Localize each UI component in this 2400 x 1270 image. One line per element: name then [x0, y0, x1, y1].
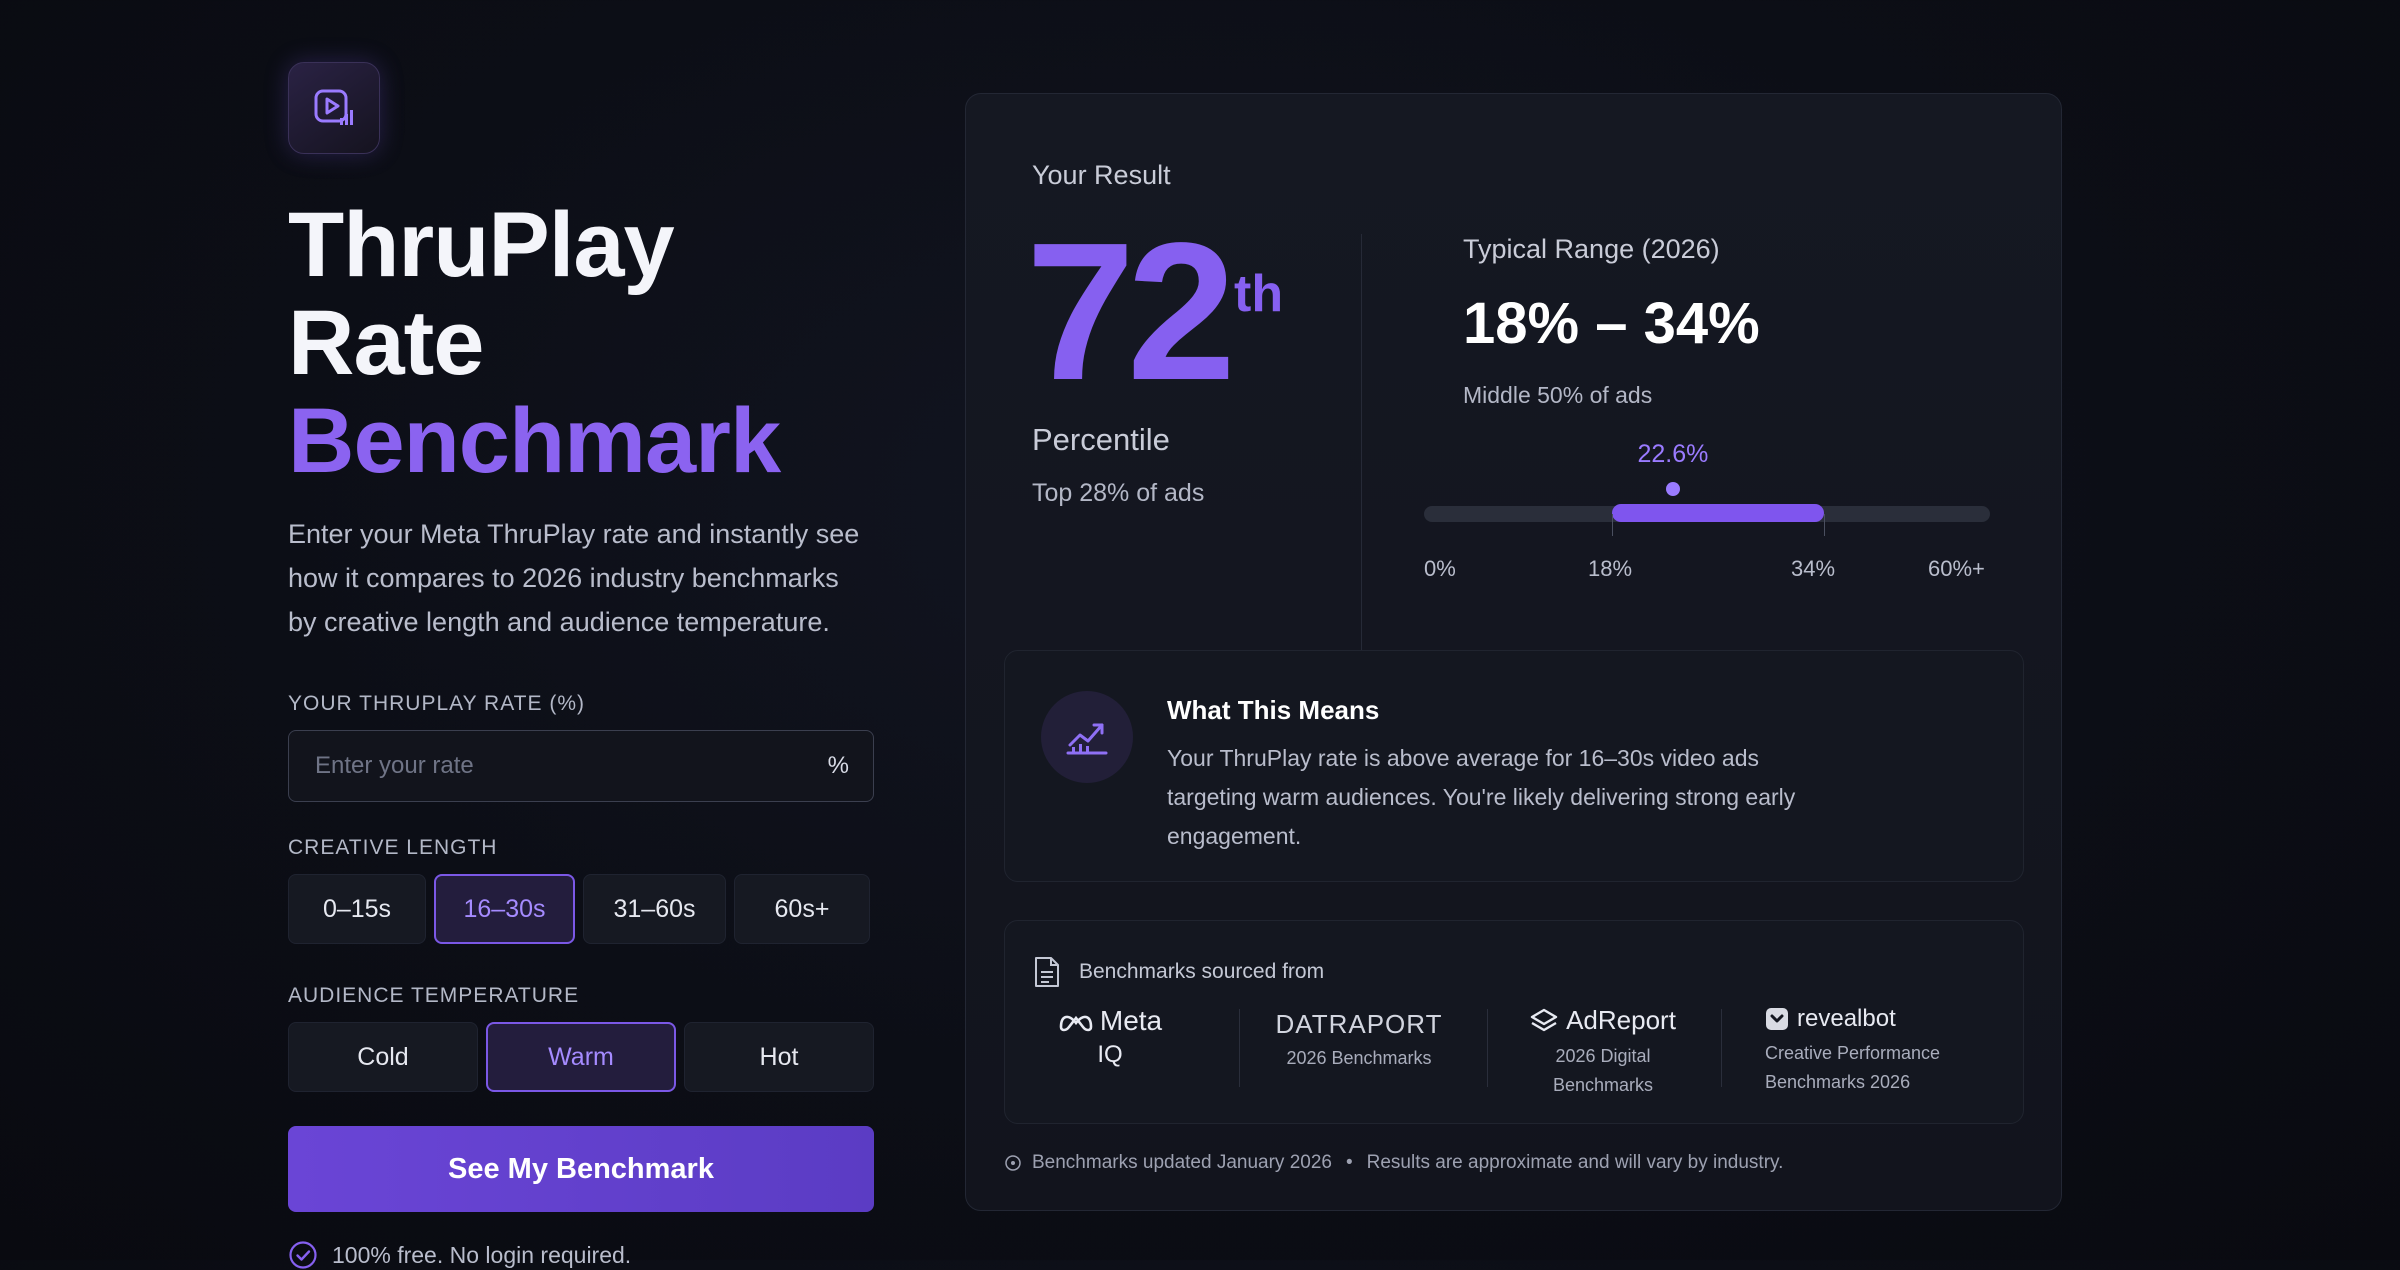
footer-disclaimer: Results are approximate and will vary by…	[1366, 1152, 1784, 1173]
benchmark-form-panel: ThruPlay Rate Benchmark Enter your Meta …	[288, 62, 874, 1270]
source-adreport: AdReport 2026 Digital Benchmarks	[1510, 1005, 1696, 1100]
revealbot-logo-icon	[1766, 1008, 1788, 1030]
source-divider	[1239, 1009, 1240, 1087]
typical-range-value: 18% – 34%	[1463, 291, 1760, 356]
percentile-suffix: th	[1234, 265, 1284, 323]
footer-updated: Benchmarks updated January 2026	[1032, 1152, 1332, 1173]
temperature-option-cold[interactable]: Cold	[288, 1022, 478, 1092]
source-revealbot-name: revealbot	[1797, 1005, 1896, 1032]
sources-heading-text: Benchmarks sourced from	[1079, 960, 1325, 983]
rate-field[interactable]: %	[288, 730, 874, 802]
sources-heading: Benchmarks sourced from	[1033, 955, 1324, 989]
creative-length-label: CREATIVE LENGTH	[288, 836, 498, 859]
top-percent-text: Top 28% of ads	[1032, 479, 1205, 507]
source-datraport-sub: 2026 Benchmarks	[1286, 1048, 1432, 1068]
what-this-means-panel: What This Means Your ThruPlay rate is ab…	[1004, 650, 2024, 882]
source-revealbot: revealbot Creative Performance Benchmark…	[1765, 1005, 1965, 1097]
percentile-number: 72	[1026, 202, 1236, 421]
scale-label-0: 0%	[1424, 556, 1456, 581]
rate-input[interactable]	[313, 751, 797, 781]
result-heading: Your Result	[1032, 160, 1171, 190]
result-card: Your Result 72 th Percentile Top 28% of …	[965, 93, 2062, 1211]
source-meta-name: Meta	[1099, 1005, 1163, 1036]
page-description: Enter your Meta ThruPlay rate and instan…	[288, 519, 860, 637]
trend-chart-icon	[1041, 691, 1133, 783]
app-logo-icon	[288, 62, 380, 154]
source-divider	[1721, 1009, 1722, 1087]
rate-label: YOUR THRUPLAY RATE (%)	[288, 692, 585, 715]
percentile-label: Percentile	[1032, 422, 1170, 457]
see-benchmark-button[interactable]: See My Benchmark	[288, 1126, 874, 1212]
adreport-logo-icon	[1530, 1008, 1558, 1031]
range-low-tick	[1612, 514, 1613, 536]
scale-label-34: 34%	[1791, 556, 1836, 581]
length-option-16-30s[interactable]: 16–30s	[434, 874, 575, 944]
info-icon	[1005, 1155, 1021, 1171]
source-meta-sub: IQ	[1097, 1041, 1123, 1068]
length-option-60s-plus[interactable]: 60s+	[734, 874, 870, 944]
source-adreport-sub: 2026 Digital Benchmarks	[1552, 1046, 1654, 1095]
document-icon	[1035, 957, 1059, 987]
your-rate-marker-label: 22.6%	[1637, 440, 1709, 468]
source-divider	[1487, 1009, 1488, 1087]
check-circle-icon	[289, 1241, 317, 1269]
result-divider	[1361, 234, 1362, 682]
what-this-means-text: Your ThruPlay rate is above average for …	[1167, 745, 1796, 849]
scale-label-60-plus: 60%+	[1928, 556, 1985, 581]
rate-unit: %	[827, 752, 849, 779]
creative-length-selector: 0–15s 16–30s 31–60s 60s+	[288, 874, 874, 944]
audience-temperature-label: AUDIENCE TEMPERATURE	[288, 984, 580, 1007]
temperature-option-hot[interactable]: Hot	[684, 1022, 874, 1092]
typical-range-label: Typical Range (2026)	[1463, 234, 1720, 264]
length-option-31-60s[interactable]: 31–60s	[583, 874, 726, 944]
source-revealbot-sub: Creative Performance Benchmarks 2026	[1765, 1043, 1941, 1092]
your-rate-marker-dot	[1665, 482, 1680, 496]
footer-separator: •	[1345, 1152, 1353, 1173]
range-scale-fill	[1612, 504, 1824, 522]
meta-logo-icon	[1059, 1015, 1093, 1032]
video-chart-icon	[314, 89, 353, 125]
source-datraport-name: DATRAPORT	[1275, 1009, 1443, 1039]
scale-label-18: 18%	[1588, 556, 1633, 581]
audience-temperature-selector: Cold Warm Hot	[288, 1022, 874, 1092]
page-title-line1: ThruPlay Rate	[288, 194, 675, 394]
typical-range-subtext: Middle 50% of ads	[1463, 382, 1653, 408]
what-this-means-title: What This Means	[1167, 695, 1380, 725]
length-option-0-15s[interactable]: 0–15s	[288, 874, 426, 944]
free-note-text: 100% free. No login required.	[332, 1241, 632, 1268]
source-meta: Meta IQ	[1055, 1005, 1165, 1069]
source-adreport-name: AdReport	[1566, 1005, 1676, 1035]
page-title-line2: Benchmark	[288, 390, 781, 492]
card-footer: Benchmarks updated January 2026 • Result…	[1004, 1152, 1783, 1174]
free-note: 100% free. No login required.	[288, 1240, 874, 1270]
source-datraport: DATRAPORT 2026 Benchmarks	[1267, 1009, 1451, 1073]
range-high-tick	[1824, 514, 1825, 536]
benchmark-sources-panel: Benchmarks sourced from Meta IQ DATRAPOR…	[1004, 920, 2024, 1124]
temperature-option-warm[interactable]: Warm	[486, 1022, 676, 1092]
